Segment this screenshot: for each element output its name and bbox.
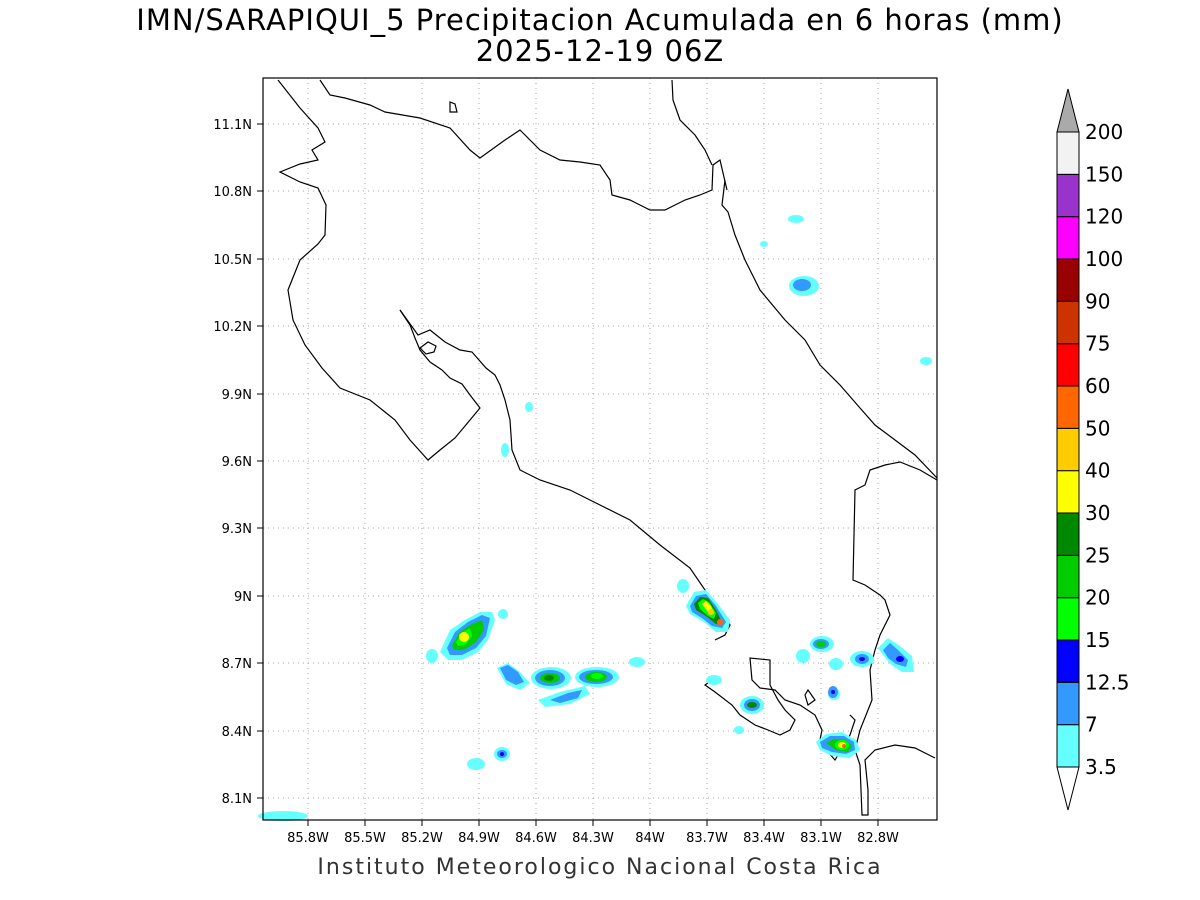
colorbar-swatch — [1056, 470, 1080, 514]
map-subtitle-date: 2025-12-19 06Z — [475, 34, 725, 68]
colorbar-swatch — [1056, 258, 1080, 302]
y-tick-label: 10.5N — [213, 253, 252, 268]
map-title: IMN/SARAPIQUI_5 Precipitacion Acumulada … — [136, 3, 1064, 37]
colorbar-label: 25 — [1085, 543, 1110, 567]
colorbar-label: 60 — [1085, 374, 1110, 398]
x-tick-label: 85.2W — [401, 831, 443, 846]
x-tick-label: 84.3W — [572, 831, 614, 846]
x-tick-label: 83.1W — [800, 831, 842, 846]
map-grid — [263, 78, 937, 820]
colorbar-label: 3.5 — [1085, 755, 1117, 779]
colorbar-label: 30 — [1085, 501, 1110, 525]
colorbar-swatch — [1056, 512, 1080, 556]
colorbar-swatch — [1056, 385, 1080, 429]
colorbar-under-arrow — [1056, 766, 1080, 811]
y-tick-label: 8.4N — [222, 725, 252, 740]
y-axis-labels: 11.1N 10.8N 10.5N 10.2N 9.9N 9.6N 9.3N 9… — [213, 118, 252, 807]
x-tick-label: 83.4W — [743, 831, 785, 846]
x-axis-labels: 85.8W 85.5W 85.2W 84.9W 84.6W 84.3W 84W … — [287, 831, 899, 846]
colorbar-label: 120 — [1085, 205, 1123, 229]
credit-footer: Instituto Meteorologico Nacional Costa R… — [317, 855, 883, 880]
colorbar-swatch — [1056, 173, 1080, 218]
tick-marks — [257, 123, 879, 826]
colorbar-swatch — [1056, 554, 1080, 599]
colorbar-label: 100 — [1085, 247, 1123, 271]
colorbar-swatch — [1056, 343, 1080, 387]
colorbar-label: 50 — [1085, 416, 1110, 440]
colorbar-swatch — [1056, 639, 1080, 683]
x-tick-label: 83.7W — [686, 831, 728, 846]
colorbar-swatch — [1056, 724, 1080, 768]
x-tick-label: 84.9W — [458, 831, 500, 846]
colorbar-over-arrow — [1056, 88, 1080, 133]
x-tick-label: 84W — [635, 831, 665, 846]
colorbar-swatch — [1056, 427, 1080, 472]
colorbar-label: 20 — [1085, 586, 1110, 610]
y-tick-label: 8.7N — [222, 657, 252, 672]
y-tick-label: 11.1N — [213, 118, 252, 133]
y-tick-label: 9.6N — [222, 455, 252, 470]
x-tick-label: 85.5W — [344, 831, 386, 846]
y-tick-label: 10.8N — [213, 185, 252, 200]
x-tick-label: 85.8W — [287, 831, 329, 846]
colorbar-label: 150 — [1085, 162, 1123, 186]
colorbar-swatch — [1056, 300, 1080, 345]
precipitation-field — [258, 215, 932, 821]
colorbar-label: 40 — [1085, 459, 1110, 483]
colorbar-label: 90 — [1085, 289, 1110, 313]
colorbar-label: 200 — [1085, 120, 1123, 144]
map-frame — [262, 77, 938, 821]
colorbar-swatch — [1056, 597, 1080, 641]
y-tick-label: 9.3N — [222, 522, 252, 537]
coastlines — [277, 79, 938, 816]
x-tick-label: 82.8W — [857, 831, 899, 846]
colorbar-label: 15 — [1085, 628, 1110, 652]
colorbar-swatch — [1056, 131, 1080, 175]
x-tick-label: 84.6W — [515, 831, 557, 846]
colorbar-label: 75 — [1085, 332, 1110, 356]
y-tick-label: 9.9N — [222, 388, 252, 403]
colorbar-legend: 3.5 7 12.5 15 20 25 30 40 50 60 75 90 100 120 150 200 — [1056, 88, 1130, 811]
y-tick-label: 9N — [234, 590, 252, 605]
colorbar-label: 7 — [1085, 713, 1098, 737]
y-tick-label: 10.2N — [213, 320, 252, 335]
colorbar-label: 12.5 — [1085, 670, 1130, 694]
y-tick-label: 8.1N — [222, 792, 252, 807]
colorbar-swatch — [1056, 216, 1080, 260]
colorbar-swatch — [1056, 681, 1080, 726]
